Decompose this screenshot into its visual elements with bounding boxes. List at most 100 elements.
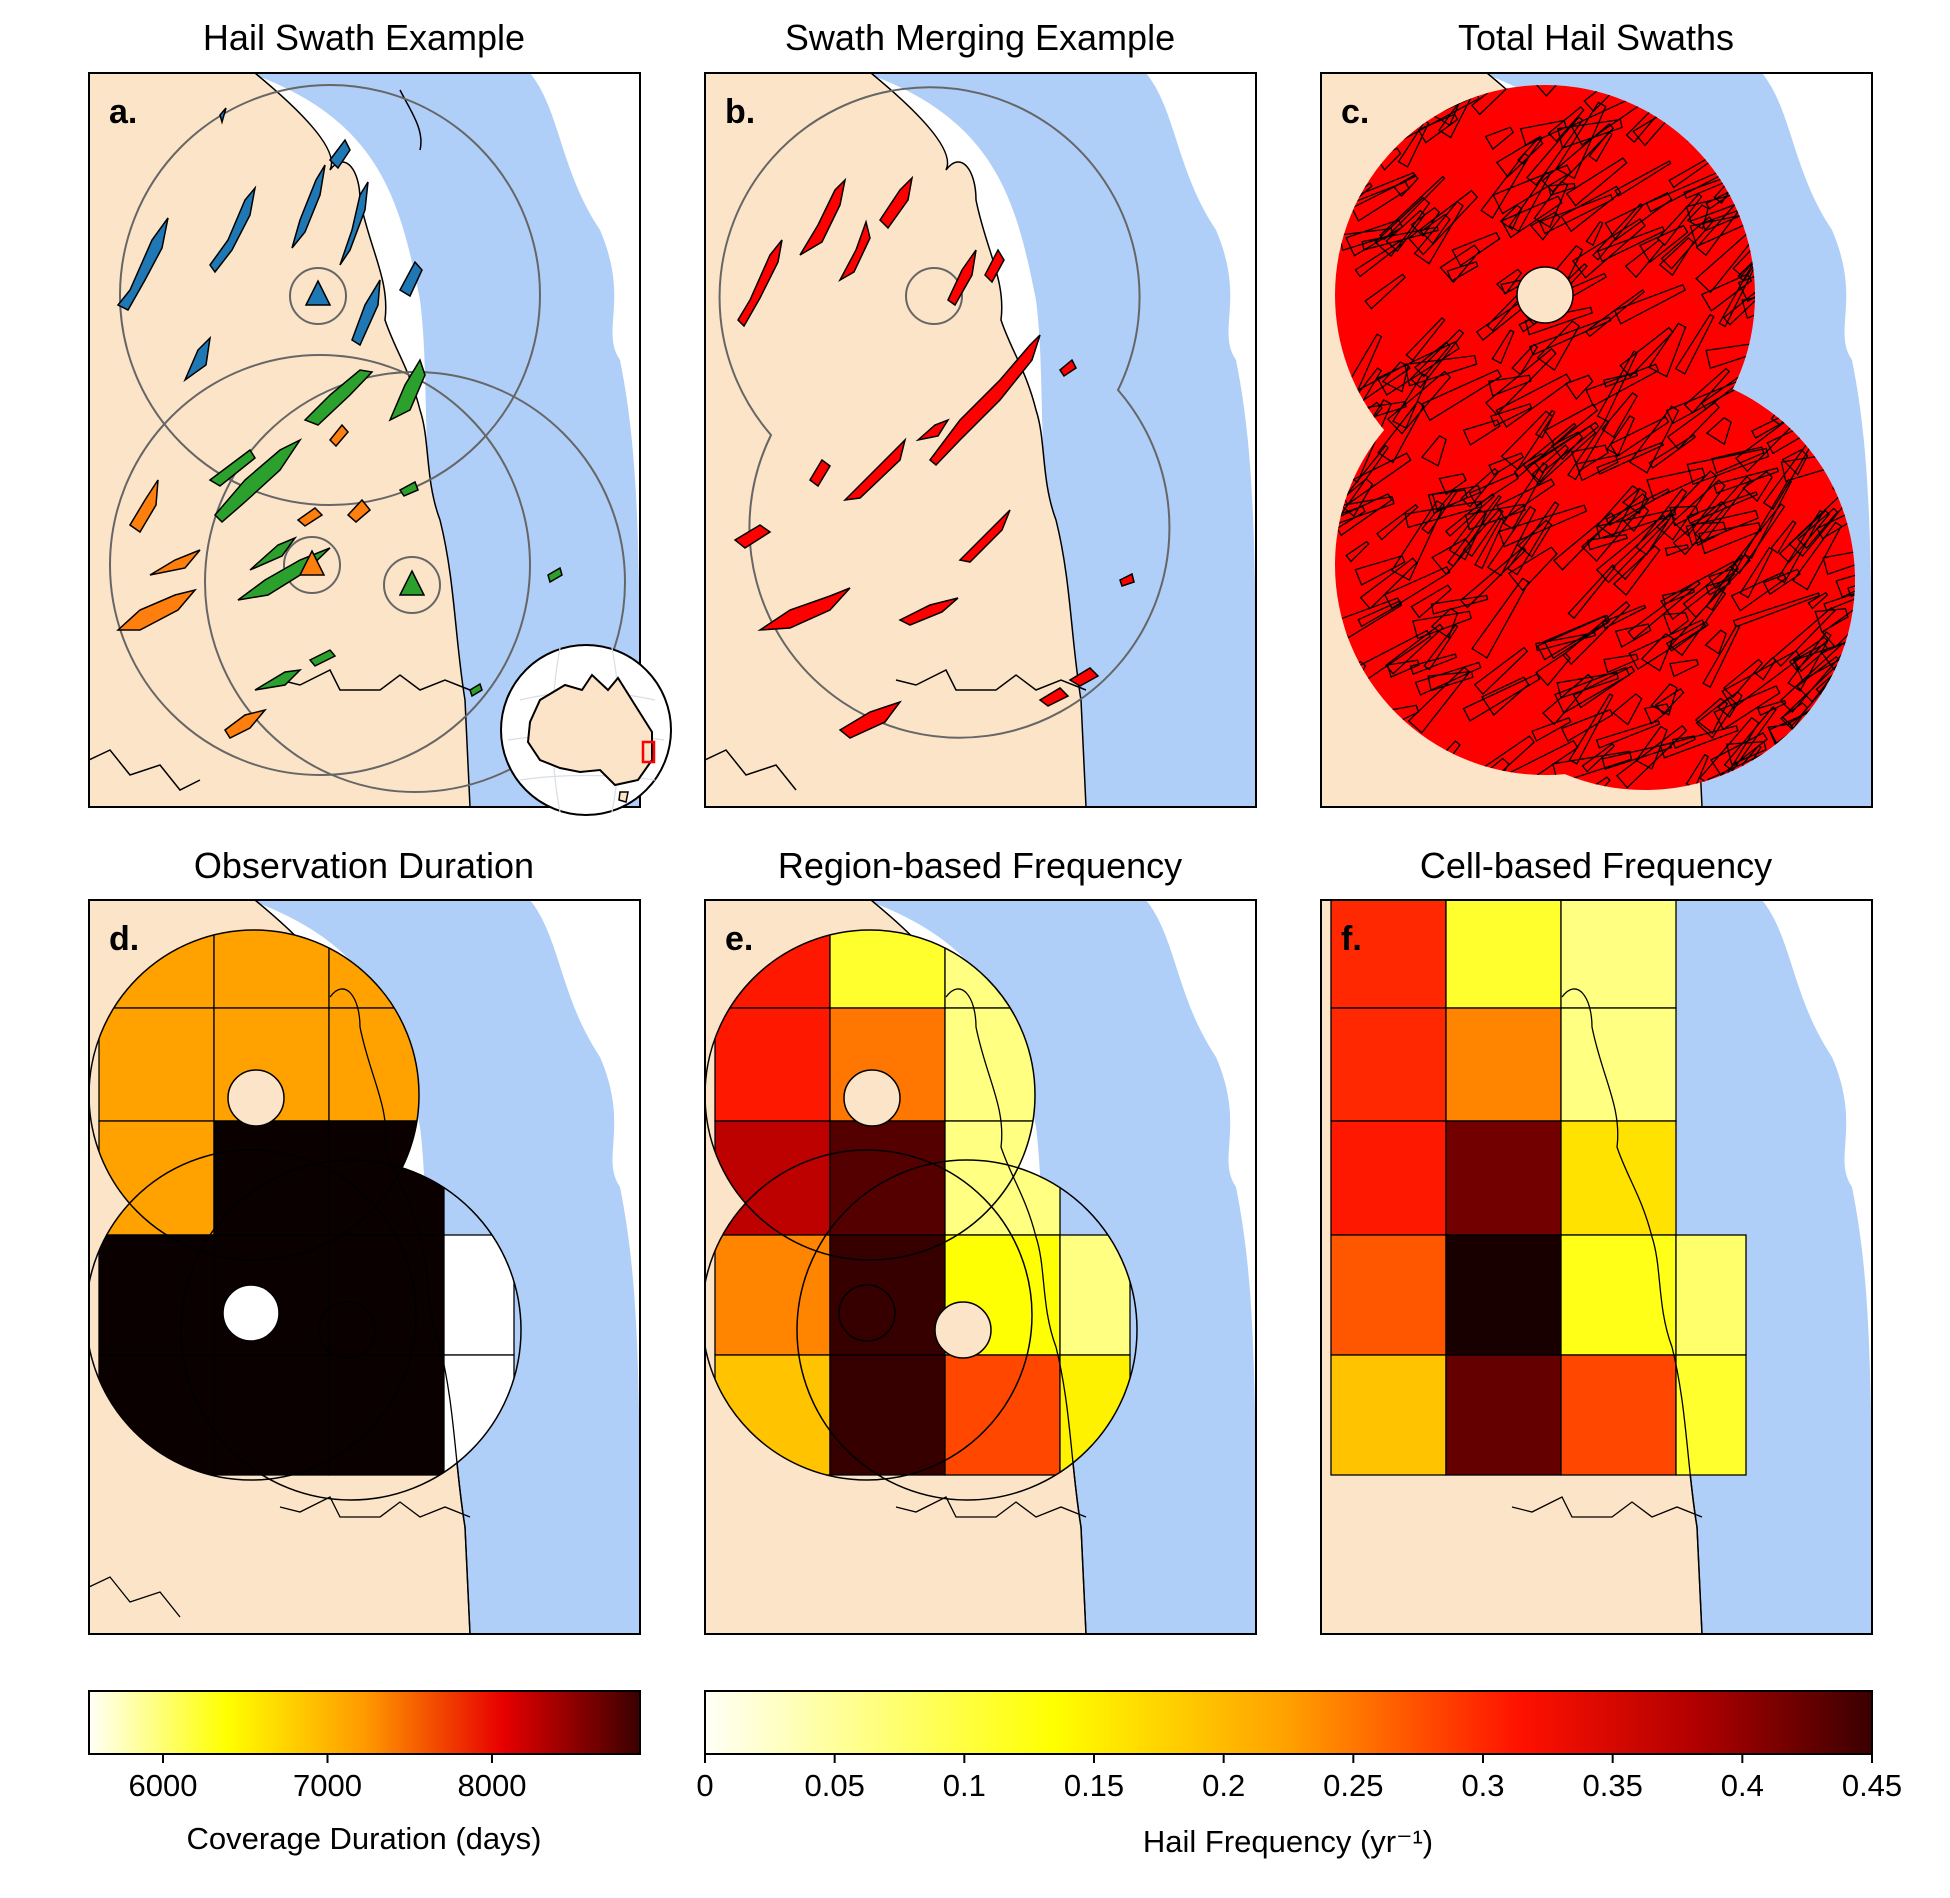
colorbar-tick-label: 7000: [293, 1768, 362, 1803]
swath-outline: [1583, 85, 1639, 113]
swath-outline: [1669, 505, 1699, 527]
swath-outline: [1650, 683, 1678, 716]
swath-outline: [1565, 157, 1628, 207]
swath-outline: [1778, 509, 1831, 564]
swath-outline: [1495, 268, 1523, 295]
swath-outline: [1646, 467, 1706, 501]
colorbar-tick-label: 0.05: [804, 1768, 864, 1803]
grid-cell-r0-c2: [1560, 900, 1677, 1009]
swath-outline: [1570, 444, 1609, 472]
panel-a-label: a.: [109, 93, 137, 131]
swath-outline: [1694, 697, 1729, 734]
swath-outline: [1335, 182, 1373, 217]
swath-outline: [1604, 191, 1673, 241]
swath-outline: [1430, 594, 1489, 615]
blind-zone-east: [318, 1301, 376, 1359]
swath-outline: [1335, 495, 1395, 527]
swath-outline: [1552, 512, 1616, 571]
grid-cell-r4-c1: [213, 1354, 330, 1476]
swath-outline: [1407, 189, 1479, 256]
colorbar-tick-label: 0.3: [1461, 1768, 1504, 1803]
swath-outline: [1595, 508, 1677, 540]
grid-cell-r0-c1: [213, 930, 330, 1009]
swath-outline: [1691, 521, 1727, 547]
panel-e: e.: [704, 899, 1257, 1635]
grid-cell-r1-c2: [1560, 1007, 1677, 1122]
swath-outline: [1491, 329, 1515, 365]
swath-outline: [1462, 419, 1501, 446]
swath-outline: [1713, 685, 1781, 731]
swath-outline: [1614, 160, 1672, 197]
swath-outline: [1659, 724, 1739, 759]
swath-outline: [1674, 313, 1715, 375]
swath-outline: [1612, 513, 1677, 581]
swath-outline: [1508, 171, 1551, 233]
swath-outline: [1524, 425, 1597, 486]
australia-outline: [526, 673, 653, 787]
swath-outline: [1410, 206, 1441, 237]
swath-outline: [1556, 118, 1623, 149]
swath-outline: [1439, 244, 1481, 284]
grid-cell-r3-c0: [1330, 1234, 1447, 1356]
swath-outline: [1606, 415, 1636, 457]
swath-outline: [1460, 467, 1500, 508]
swath-outline: [1392, 373, 1429, 429]
swath-outline: [1462, 508, 1504, 558]
colorbar-tick-label: 0.15: [1064, 1768, 1124, 1803]
colorbar-duration: 6000 7000 8000 Coverage Duration (days): [88, 1690, 641, 1856]
swath-outline: [1547, 106, 1585, 143]
swath-outline: [1430, 607, 1459, 639]
swath-outline: [1647, 322, 1687, 378]
swath-outline: [1711, 446, 1765, 474]
panel-a: a.: [88, 72, 672, 816]
swaths-east-radar: [208, 358, 563, 698]
swath-outline: [1533, 180, 1569, 228]
panel-c-title: Total Hail Swaths: [1458, 17, 1734, 58]
swath-outline: [1414, 661, 1482, 696]
swath-outline: [1581, 493, 1650, 563]
swath-outline: [1407, 666, 1471, 734]
swath-outline: [1683, 367, 1731, 414]
swath-outline: [1500, 410, 1554, 471]
swath-outline: [1489, 403, 1533, 427]
swath-outline: [1592, 202, 1644, 261]
swath-outline: [1345, 540, 1370, 563]
swath-outline: [1787, 631, 1832, 692]
colorbar-tick-label: 0.4: [1721, 1768, 1764, 1803]
swath-outline: [1532, 85, 1580, 97]
swath-outline: [1531, 444, 1570, 483]
swath-outline: [1554, 666, 1631, 714]
radar-coverage-outline-2: [180, 1159, 522, 1501]
grid-cell-r1-c0: [714, 1007, 831, 1122]
panel-a-land: [89, 73, 471, 807]
swath-outline: [1567, 564, 1616, 620]
colorbar-duration-bar: [88, 1690, 641, 1755]
panel-d-title: Observation Duration: [194, 845, 534, 886]
grid-cell-r0-c1: [1445, 900, 1562, 1009]
swath-outline: [1835, 559, 1855, 598]
swath-outline: [1628, 405, 1680, 474]
grid-cell-r4-c3: [1675, 1354, 1747, 1476]
colorbar-tick-label: 0.2: [1202, 1768, 1245, 1803]
panel-d-frame: [88, 899, 641, 1635]
panel-e-frame: [704, 899, 1257, 1635]
swath-outline: [1555, 101, 1607, 180]
swath-outline: [1635, 725, 1668, 770]
swath-outline: [1529, 211, 1561, 241]
merged-coverage-outline: [718, 86, 1171, 739]
swath-outline: [1421, 489, 1458, 535]
swath-outline: [1528, 316, 1612, 356]
swath-outline: [1772, 606, 1836, 668]
radar-south-triangle-icon: [298, 549, 326, 576]
swath-outline: [1517, 519, 1553, 558]
grid-cell-r3-c0: [714, 1234, 831, 1356]
merged-swaths: [733, 175, 1135, 739]
colorbar-tick-label: 0.35: [1582, 1768, 1642, 1803]
swath-outline: [1612, 544, 1661, 596]
panel-f: f.: [1320, 899, 1873, 1635]
panel-a-coastline-detail: [89, 89, 471, 791]
swath-outline: [1524, 306, 1594, 336]
colorbar-tick-label: 0.25: [1323, 1768, 1383, 1803]
swath-outline: [1542, 673, 1594, 726]
swath-outline: [1585, 220, 1604, 247]
